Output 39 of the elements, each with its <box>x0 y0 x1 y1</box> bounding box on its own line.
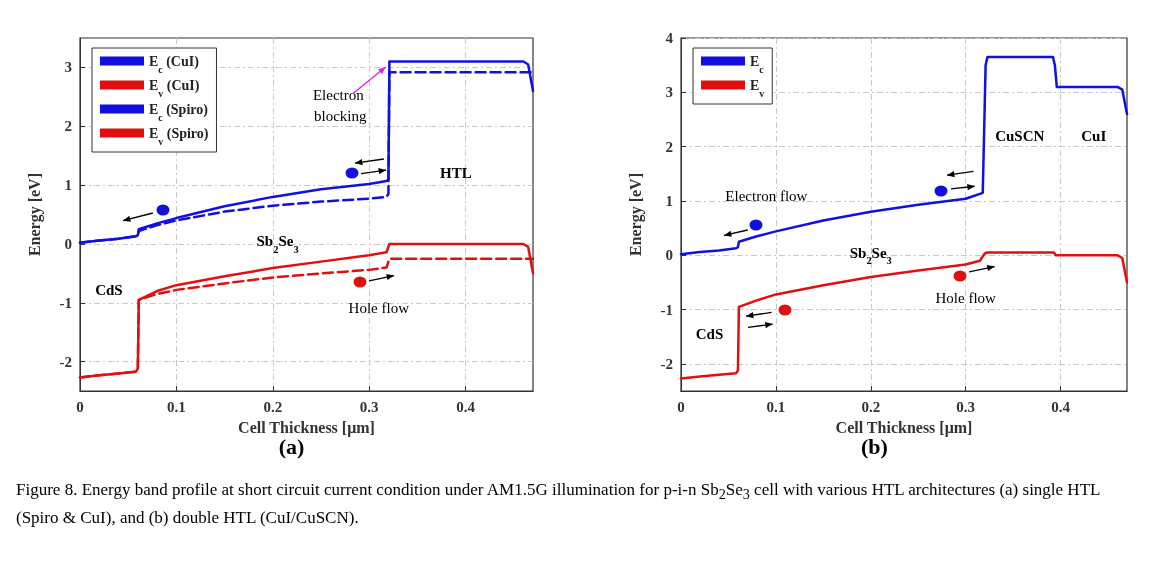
y-tick-label: 2 <box>665 138 673 155</box>
x-tick-label: 0.4 <box>1051 398 1071 415</box>
y-tick-label: 0 <box>64 235 72 252</box>
y-tick-label: 3 <box>64 59 72 76</box>
y-tick-label: 4 <box>665 30 674 46</box>
x-tick-label: 0.4 <box>456 398 476 415</box>
text: (b) <box>860 434 889 460</box>
annotation: Electron flow <box>725 187 808 204</box>
annotation: Hole flow <box>935 289 997 306</box>
text: Figure 8. Energy band profile at short circuit current condition under AM1.5G illumination for p-i-n Sb$_{2}$Se$_{3}$ cell with various HTL architectures (a) single HTL (Spiro & CuI), and (b) double HTL (CuI/CuSCN). <box>16 480 1100 528</box>
x-tick-label: 0.2 <box>861 398 881 415</box>
y-axis-title: Energy [eV] <box>626 173 645 257</box>
annotation: Hole flow <box>348 299 410 316</box>
y-tick-label: -1 <box>660 301 673 318</box>
x-tick-label: 0.3 <box>359 398 379 415</box>
y-tick-label: 1 <box>665 192 673 209</box>
x-axis-title: Cell Thickness [μm] <box>238 418 375 437</box>
y-tick-label: 3 <box>665 84 673 101</box>
x-tick-label: 0 <box>677 398 685 415</box>
x-tick-label: 0.3 <box>956 398 976 415</box>
y-tick-label: -2 <box>59 353 72 370</box>
x-axis-title: Cell Thickness [μm] <box>835 418 973 437</box>
annotation: CuSCN <box>995 127 1045 144</box>
annotation: CdS <box>695 326 724 343</box>
annotation: Electron blocking <box>312 87 368 125</box>
annotation: HTL <box>440 165 472 182</box>
x-tick-label: 0.2 <box>263 398 283 415</box>
x-tick-label: 0 <box>76 398 84 415</box>
x-tick-label: 0.1 <box>167 398 186 415</box>
text: (a) <box>277 434 306 460</box>
annotation: CdS <box>95 281 123 298</box>
y-tick-label: -1 <box>59 294 72 311</box>
y-tick-label: -2 <box>660 355 673 372</box>
y-tick-label: 2 <box>64 118 72 135</box>
y-axis-title: Energy [eV] <box>25 173 44 257</box>
x-tick-label: 0.1 <box>766 398 786 415</box>
annotation: CuI <box>1081 127 1107 144</box>
y-tick-label: 0 <box>665 247 673 264</box>
y-tick-label: 1 <box>64 177 72 194</box>
